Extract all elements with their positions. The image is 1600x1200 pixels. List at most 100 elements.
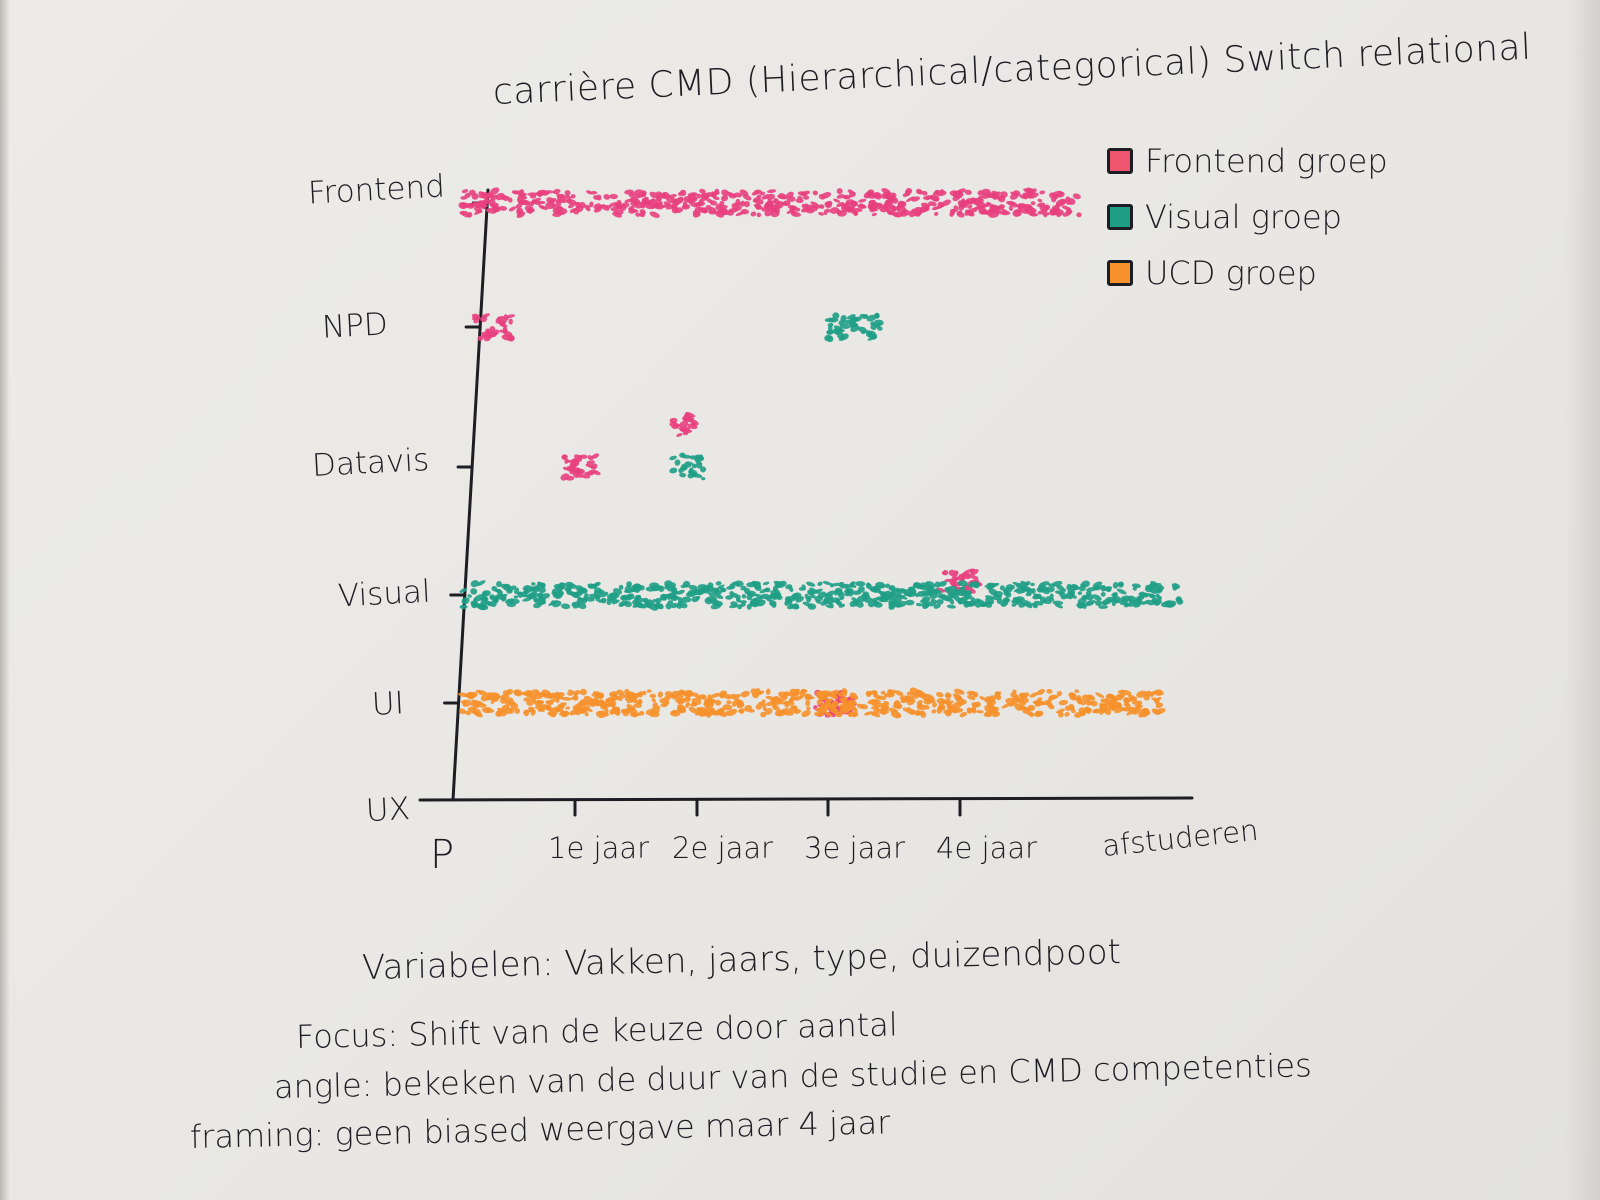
data-point-2-0-493 xyxy=(966,695,976,701)
data-point-2-0-505 xyxy=(1042,699,1052,706)
data-point-2-0-516 xyxy=(1125,703,1131,710)
data-point-1-0-169 xyxy=(688,584,698,590)
data-point-2-0-442 xyxy=(1056,708,1066,714)
data-point-1-0-498 xyxy=(623,589,635,593)
data-point-0-0-374 xyxy=(928,201,937,207)
data-point-2-0-248 xyxy=(528,706,535,710)
data-point-0-0-548 xyxy=(1051,194,1060,198)
data-point-2-0-461 xyxy=(931,709,937,714)
data-point-0-0-512 xyxy=(508,206,517,212)
data-point-2-0-319 xyxy=(528,689,540,697)
data-point-1-0-284 xyxy=(934,581,941,588)
data-point-0-0-428 xyxy=(956,210,963,216)
data-point-2-0-559 xyxy=(1099,703,1107,710)
data-point-0-0-341 xyxy=(552,212,562,218)
data-point-1-0-495 xyxy=(715,581,722,586)
data-point-2-0-561 xyxy=(831,704,837,711)
data-point-1-1-13 xyxy=(838,319,846,325)
data-point-1-0-445 xyxy=(638,585,645,591)
data-point-2-0-362 xyxy=(906,691,916,696)
data-point-2-0-28 xyxy=(526,699,534,706)
data-point-1-0-636 xyxy=(1023,586,1032,592)
data-point-0-0-496 xyxy=(875,202,883,207)
data-point-0-0-469 xyxy=(555,200,562,208)
data-point-1-0-134 xyxy=(713,593,724,600)
data-point-0-0-445 xyxy=(644,200,653,207)
data-point-0-3-7 xyxy=(669,417,678,423)
data-point-1-0-406 xyxy=(664,584,669,590)
data-point-1-0-461 xyxy=(974,601,982,608)
data-point-2-0-190 xyxy=(1001,702,1011,709)
data-point-2-0-533 xyxy=(916,691,927,699)
data-point-0-0-506 xyxy=(557,195,562,201)
data-point-2-0-261 xyxy=(1036,697,1043,702)
data-point-2-0-347 xyxy=(890,709,899,715)
data-point-1-0-180 xyxy=(960,596,970,601)
data-point-2-0-153 xyxy=(547,710,558,716)
data-point-0-0-210 xyxy=(1008,206,1014,211)
data-point-1-0-160 xyxy=(855,581,866,587)
data-point-2-0-502 xyxy=(971,704,977,712)
data-point-2-0-432 xyxy=(740,690,750,698)
data-point-1-2-22 xyxy=(701,477,706,481)
data-point-1-0-559 xyxy=(521,591,528,598)
data-point-0-0-328 xyxy=(552,207,560,214)
data-point-1-0-474 xyxy=(1151,599,1160,605)
data-point-1-0-611 xyxy=(681,596,692,603)
data-point-1-0-621 xyxy=(550,600,556,606)
data-point-2-0-550 xyxy=(626,704,636,711)
data-point-2-0-156 xyxy=(1070,708,1076,714)
data-point-0-0-507 xyxy=(624,198,634,203)
data-point-1-0-614 xyxy=(862,592,869,599)
data-point-0-0-283 xyxy=(569,208,577,213)
data-point-1-1-39 xyxy=(826,330,833,335)
data-point-0-1-7 xyxy=(503,314,509,321)
data-point-0-0-531 xyxy=(939,189,944,195)
data-point-2-0-577 xyxy=(1131,699,1139,705)
data-point-2-0-285 xyxy=(1095,692,1105,698)
data-point-1-0-70 xyxy=(1132,586,1137,591)
data-point-1-1-36 xyxy=(828,317,839,323)
data-point-2-0-549 xyxy=(1076,696,1082,704)
data-point-1-0-205 xyxy=(785,584,793,590)
data-point-2-0-538 xyxy=(912,693,919,699)
data-point-1-0-579 xyxy=(771,592,782,600)
data-point-1-0-506 xyxy=(1047,583,1056,587)
data-point-0-0-393 xyxy=(867,202,877,210)
legend-item-ucd: UCD groep xyxy=(1107,254,1317,292)
data-point-1-0-231 xyxy=(949,598,955,605)
data-point-1-0-638 xyxy=(593,590,599,597)
data-point-1-0-300 xyxy=(496,581,502,588)
data-point-2-0-623 xyxy=(956,698,967,705)
data-point-1-0-57 xyxy=(762,581,770,586)
data-point-2-0-560 xyxy=(901,697,913,703)
data-point-0-2-26 xyxy=(590,463,598,470)
data-point-1-0-562 xyxy=(587,583,597,588)
data-point-0-0-375 xyxy=(929,194,939,202)
data-point-1-0-94 xyxy=(822,580,832,586)
data-point-1-0-423 xyxy=(884,583,891,589)
data-point-2-0-618 xyxy=(594,693,600,700)
data-point-2-0-526 xyxy=(599,703,608,710)
data-point-0-0-439 xyxy=(953,205,959,212)
data-point-0-0-414 xyxy=(824,201,832,209)
data-point-0-3-19 xyxy=(678,427,686,432)
data-point-0-0-532 xyxy=(949,212,954,217)
data-point-0-3-18 xyxy=(683,413,690,419)
data-point-1-0-280 xyxy=(967,600,978,607)
data-point-1-0-567 xyxy=(1056,584,1065,591)
data-point-2-0-257 xyxy=(699,694,705,699)
data-point-2-0-96 xyxy=(1074,712,1083,718)
data-point-2-0-627 xyxy=(531,698,537,703)
data-point-0-0-50 xyxy=(461,189,469,194)
data-point-0-0-202 xyxy=(994,205,1004,210)
data-point-1-2-21 xyxy=(679,472,687,478)
paper-shadow-left xyxy=(0,0,10,1200)
data-point-0-0-198 xyxy=(1020,209,1030,214)
data-point-0-0-429 xyxy=(909,212,915,218)
data-point-1-0-391 xyxy=(1131,583,1141,588)
data-point-2-0-529 xyxy=(704,698,715,704)
data-point-2-0-601 xyxy=(533,699,545,706)
data-point-0-0-335 xyxy=(789,205,798,211)
